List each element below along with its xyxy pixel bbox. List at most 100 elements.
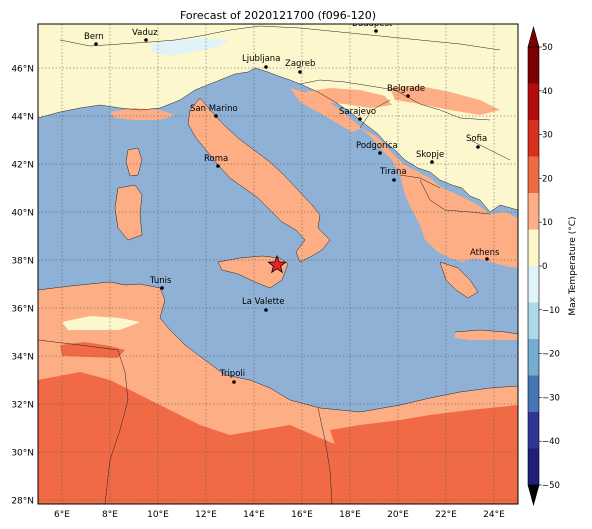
city-label: Podgorica <box>356 141 398 151</box>
y-tick-label: 42°N <box>11 161 34 171</box>
city-dot <box>160 286 164 290</box>
cool-patch-libya <box>62 316 140 330</box>
x-tick-label: 16°E <box>291 510 313 520</box>
colorbar-tick-label: 0 <box>542 262 547 272</box>
colorbar-label: Max Temperature (°C) <box>568 216 578 315</box>
country-borders <box>38 25 518 504</box>
city-dot <box>216 164 220 168</box>
x-tick-label: 12°E <box>195 510 217 520</box>
x-tick-label: 24°E <box>483 510 505 520</box>
colorbar-tick-label: 10 <box>542 218 553 228</box>
city-dot <box>430 160 434 164</box>
colorbar-tick-label: −50 <box>542 481 560 491</box>
city-label: Sarajevo <box>339 107 376 117</box>
city-label: Tunis <box>149 276 172 286</box>
city-dot <box>476 145 480 149</box>
colorbar-segment <box>528 229 539 267</box>
x-tick-label: 6°E <box>54 510 70 520</box>
colorbar-tick-label: −10 <box>542 306 560 316</box>
city-label: Tirana <box>379 167 407 177</box>
city-dot <box>264 308 268 312</box>
x-tick-label: 20°E <box>387 510 409 520</box>
colorbar: 50 40 30 20 10 0 −10 −20 −30 −40 −50 <box>527 25 560 507</box>
y-tick-label: 28°N <box>11 497 34 507</box>
colorbar-segment <box>528 83 539 121</box>
city-label: Bern <box>84 32 104 42</box>
longitude-axis: 6°E 8°E 10°E 12°E 14°E 16°E 18°E 20°E 22°E 24°E <box>54 510 505 520</box>
x-tick-label: 18°E <box>339 510 361 520</box>
x-tick-label: 8°E <box>102 510 118 520</box>
city-dot <box>358 117 362 121</box>
hot-zone-africa-east <box>330 405 518 470</box>
city-label: Skopje <box>416 150 444 160</box>
city-label: Ljubljana <box>242 54 280 64</box>
greece-peloponnese-land <box>440 262 478 298</box>
city-label: Belgrade <box>387 84 425 94</box>
city-dot <box>485 257 489 261</box>
chart-title: Forecast of 2020121700 (f096-120) <box>180 9 376 22</box>
sardinia-land <box>115 185 142 240</box>
y-tick-label: 40°N <box>11 209 34 219</box>
city-label: Tripoli <box>219 369 245 379</box>
northeast-warm-zone <box>390 86 500 115</box>
x-tick-label: 14°E <box>243 510 265 520</box>
city-dot <box>264 65 268 69</box>
y-tick-label: 30°N <box>11 449 34 459</box>
y-tick-label: 36°N <box>11 305 34 315</box>
x-tick-label: 10°E <box>147 510 169 520</box>
y-tick-label: 46°N <box>11 65 34 75</box>
city-label: Roma <box>204 154 228 164</box>
colorbar-segment <box>528 47 539 84</box>
colorbar-tick-label: −30 <box>542 393 560 403</box>
colorbar-segment <box>528 156 539 194</box>
y-tick-label: 44°N <box>11 113 34 123</box>
colorbar-segment <box>528 412 539 449</box>
city-dot <box>144 38 148 42</box>
city-dot <box>392 178 396 182</box>
city-markers: Bern Vaduz Budapest Ljubljana Zagreb Belgrade… <box>84 19 500 384</box>
colorbar-tick-label: 50 <box>542 43 553 53</box>
colorbar-tick-label: −20 <box>542 350 560 360</box>
colorbar-segment <box>528 193 539 230</box>
colorbar-segment <box>528 339 539 376</box>
colorbar-segment <box>528 266 539 303</box>
city-dot <box>94 42 98 46</box>
city-label: San Marino <box>190 104 238 114</box>
map-frame <box>37 23 519 505</box>
graticule <box>38 24 518 504</box>
city-dot <box>406 94 410 98</box>
italy-land <box>188 98 330 262</box>
colorbar-extend-bottom <box>527 484 540 507</box>
city-dot <box>232 380 236 384</box>
colorbar-tick-label: 30 <box>542 131 553 141</box>
colorbar-segment <box>528 120 539 157</box>
colorbar-tick-label: 40 <box>542 87 553 97</box>
y-tick-label: 34°N <box>11 353 34 363</box>
city-label: Vaduz <box>132 28 158 38</box>
crete-land <box>455 330 518 340</box>
pannonia-warm-zone <box>305 88 392 108</box>
latitude-axis: 46°N 44°N 42°N 40°N 38°N 36°N 34°N 32°N 30°N 28°N <box>11 65 34 507</box>
map-area: Bern Vaduz Budapest Ljubljana Zagreb Belgrade… <box>38 19 518 504</box>
city-label: Budapest <box>352 19 393 29</box>
city-label: La Valette <box>242 297 285 307</box>
corsica-land <box>126 148 142 176</box>
balkans-land <box>360 128 518 268</box>
colorbar-extend-top <box>527 25 540 48</box>
po-valley-warm-zone <box>110 108 175 120</box>
colorbar-tick-label: 20 <box>542 174 553 184</box>
alps-freezing-zone <box>150 38 230 56</box>
city-dot <box>378 151 382 155</box>
hot-zone-tunisia <box>60 342 125 358</box>
city-label: Athens <box>470 248 500 258</box>
city-dot <box>298 70 302 74</box>
hot-zone-africa-west <box>38 372 518 504</box>
x-tick-label: 22°E <box>435 510 457 520</box>
y-tick-label: 32°N <box>11 401 34 411</box>
city-dot <box>214 114 218 118</box>
colorbar-segment <box>528 302 539 340</box>
colorbar-tick-label: −40 <box>542 437 560 447</box>
city-dot <box>374 29 378 33</box>
forecast-point-star-icon <box>267 254 287 274</box>
